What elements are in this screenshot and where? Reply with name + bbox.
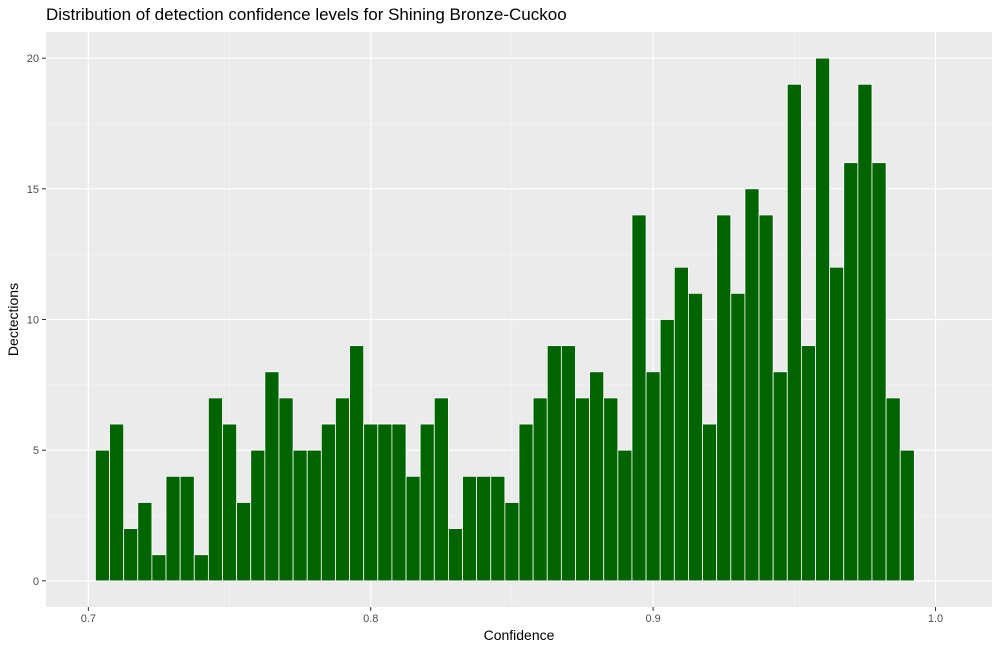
histogram-bar xyxy=(673,266,689,582)
histogram-bar xyxy=(518,423,534,582)
histogram-bar xyxy=(857,83,873,582)
histogram-bar xyxy=(222,423,238,582)
histogram-bar xyxy=(617,449,633,582)
histogram-bar xyxy=(278,397,294,582)
histogram-bar xyxy=(589,371,605,582)
y-axis-ticks: 0 5 10 15 20 xyxy=(27,53,46,588)
histogram-bar xyxy=(702,423,718,582)
histogram-bar xyxy=(137,502,153,582)
histogram-bar xyxy=(462,475,478,582)
histogram-bar xyxy=(758,214,774,582)
histogram-bar xyxy=(476,475,492,582)
histogram-bar xyxy=(645,371,661,582)
histogram-bar xyxy=(306,449,322,582)
histogram-bar xyxy=(744,188,760,582)
histogram-bar xyxy=(546,345,562,582)
histogram-bar xyxy=(377,423,393,582)
histogram-bar xyxy=(151,554,167,582)
histogram-bar xyxy=(899,449,915,582)
x-axis-title: Confidence xyxy=(484,627,555,643)
y-tick-label: 5 xyxy=(33,445,39,457)
histogram-bar xyxy=(603,397,619,582)
histogram-bar xyxy=(363,423,379,582)
histogram-bar xyxy=(236,502,252,582)
histogram-bar xyxy=(165,475,181,582)
histogram-bar xyxy=(405,475,421,582)
histogram-bars xyxy=(95,57,915,582)
histogram-bar xyxy=(659,319,675,582)
histogram-bar xyxy=(207,397,223,582)
histogram-bar xyxy=(631,214,647,582)
x-tick-label: 0.7 xyxy=(81,613,96,625)
y-tick-label: 0 xyxy=(33,576,39,588)
histogram-bar xyxy=(490,475,506,582)
histogram-bar xyxy=(800,345,816,582)
y-tick-label: 15 xyxy=(27,184,39,196)
histogram-bar xyxy=(871,162,887,582)
chart-title: Distribution of detection confidence lev… xyxy=(46,5,567,24)
histogram-bar xyxy=(264,371,280,582)
y-tick-label: 10 xyxy=(27,315,39,327)
histogram-bar xyxy=(292,449,308,582)
histogram-bar xyxy=(815,57,831,582)
histogram-bar xyxy=(391,423,407,582)
histogram-bar xyxy=(433,397,449,582)
x-tick-label: 0.8 xyxy=(363,613,378,625)
histogram-bar xyxy=(688,292,703,582)
histogram-bar xyxy=(504,502,520,582)
histogram-bar xyxy=(419,423,435,582)
histogram-bar xyxy=(320,423,336,582)
histogram-bar xyxy=(532,397,548,582)
histogram-bar xyxy=(109,423,125,582)
histogram-bar xyxy=(843,162,859,582)
histogram-bar xyxy=(730,292,746,582)
histogram-bar xyxy=(772,371,788,582)
histogram-bar xyxy=(250,449,266,582)
histogram-bar xyxy=(716,214,732,582)
x-axis-ticks: 0.7 0.8 0.9 1.0 xyxy=(81,607,943,625)
x-tick-label: 1.0 xyxy=(928,613,943,625)
y-tick-label: 20 xyxy=(27,53,39,65)
histogram-bar xyxy=(829,266,845,582)
histogram-bar xyxy=(179,475,195,582)
x-tick-label: 0.9 xyxy=(645,613,660,625)
y-axis-title: Dectections xyxy=(5,283,21,356)
histogram-bar xyxy=(193,554,209,582)
histogram-bar xyxy=(448,528,463,582)
histogram-bar xyxy=(335,397,350,582)
histogram-bar xyxy=(95,449,110,582)
histogram-bar xyxy=(123,528,139,582)
histogram-bar xyxy=(560,345,576,582)
histogram-bar xyxy=(786,83,802,582)
histogram-bar xyxy=(885,397,901,582)
histogram-bar xyxy=(349,345,365,582)
histogram-bar xyxy=(575,397,590,582)
